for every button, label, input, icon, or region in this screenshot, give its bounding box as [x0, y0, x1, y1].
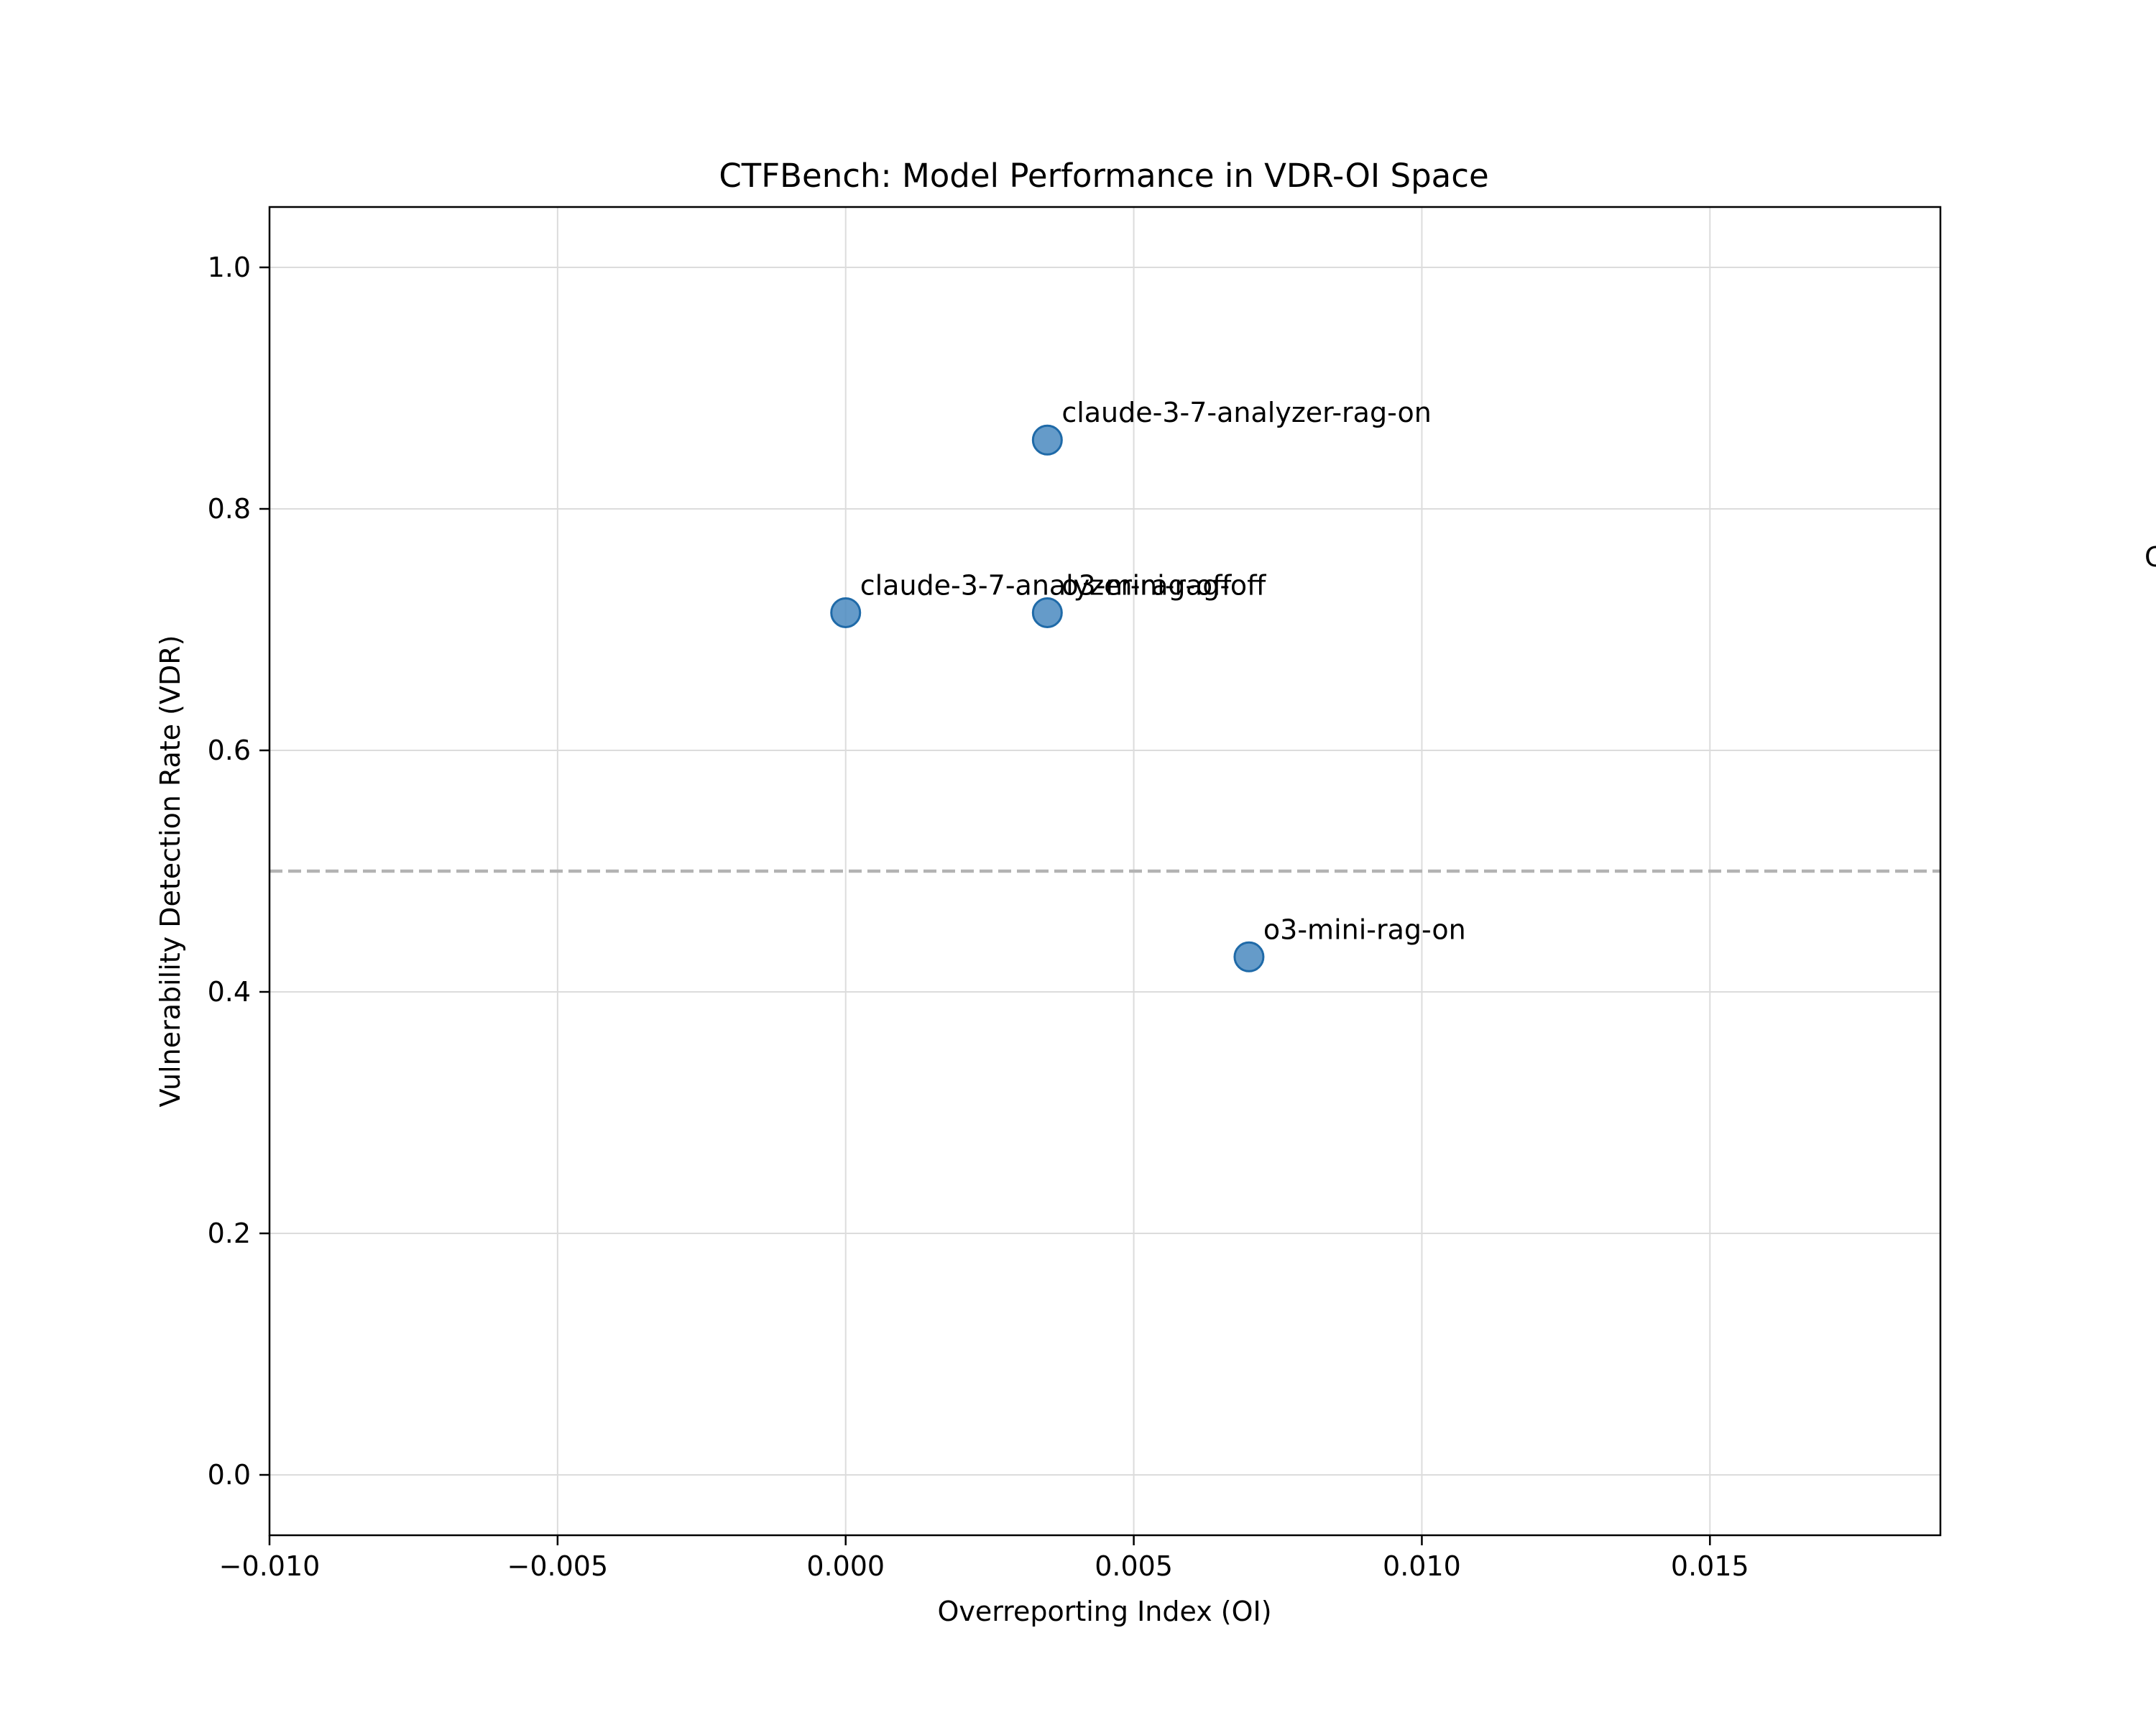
- data-point: [1233, 941, 1265, 972]
- y-tick-label: 0.8: [208, 493, 251, 525]
- point-label: claude-3-7-analyzer-rag-off: [860, 569, 1232, 601]
- y-tick-label: 0.2: [208, 1218, 251, 1249]
- x-axis-label: Overreporting Index (OI): [937, 1596, 1271, 1627]
- x-tick-label: −0.010: [219, 1550, 321, 1582]
- point-label: o3-mini-rag-on: [1263, 914, 1466, 945]
- x-tick-label: 0.015: [1671, 1550, 1749, 1582]
- data-points: claude-3-7-analyzer-rag-on claude-3-7-ana…: [830, 397, 1466, 972]
- data-point: [1031, 597, 1063, 628]
- y-tick-label: 0.0: [208, 1459, 251, 1491]
- plot-frame: [268, 206, 1942, 1537]
- x-tick-label: 0.005: [1095, 1550, 1173, 1582]
- y-tick-label: 1.0: [208, 252, 251, 283]
- data-point: [1031, 424, 1063, 456]
- x-tick-label: −0.005: [507, 1550, 609, 1582]
- y-tick-label: 0.6: [208, 735, 251, 766]
- point-label: claude-3-7-analyzer-rag-on: [1061, 397, 1432, 428]
- y-tick-label: 0.4: [208, 976, 251, 1008]
- clipped-annotation: C: [2145, 541, 2156, 573]
- axis-ticks: −0.010 −0.005 0.000 0.005 0.010 0.015 0.0 0.2 0.…: [208, 252, 1749, 1582]
- y-axis-label: Vulnerability Detection Rate (VDR): [155, 635, 186, 1108]
- chart-title: CTFBench: Model Performance in VDR-OI Sp…: [719, 157, 1488, 195]
- x-tick-label: 0.000: [806, 1550, 885, 1582]
- x-tick-label: 0.010: [1383, 1550, 1461, 1582]
- point-label: o3-mini-rag-off: [1061, 569, 1266, 601]
- data-point: [830, 597, 862, 628]
